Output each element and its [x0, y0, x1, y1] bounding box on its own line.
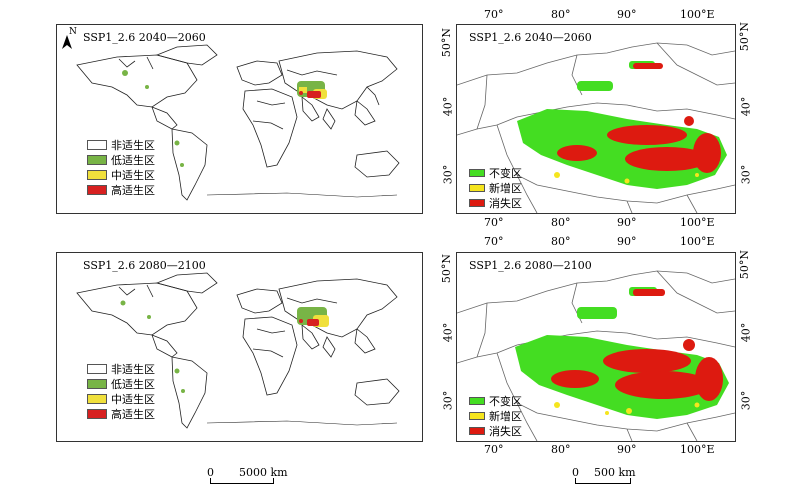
- lon-tick-bottom: 80°: [551, 216, 571, 229]
- region-map-panel-bottom: SSP1_2.6 2080—2100 不变区 新增区 消失区: [456, 252, 736, 442]
- world-map-title: SSP1_2.6 2040—2060: [83, 31, 206, 44]
- lon-tick-top: 90°: [617, 8, 637, 21]
- lat-tick-right: 30°: [739, 164, 753, 185]
- lat-tick-right: 40°: [739, 96, 753, 117]
- lon-tick-bottom: 70°: [484, 216, 504, 229]
- lon-tick-top: 80°: [551, 235, 571, 248]
- legend-item-low-suitable: 低适生区: [87, 376, 155, 391]
- region-map-svg: [457, 42, 735, 213]
- legend-item-high-suitable: 高适生区: [87, 406, 155, 421]
- world-legend: 非适生区 低适生区 中适生区 高适生区: [87, 361, 155, 421]
- lat-tick-right: 30°: [739, 390, 753, 411]
- scale-distance-label: 500 km: [594, 466, 636, 479]
- legend-item-unchanged: 不变区: [469, 165, 522, 180]
- region-scale-bar: 0 500 km: [570, 466, 650, 486]
- lon-tick-top: 100°E: [680, 8, 715, 21]
- lon-tick-bottom: 100°E: [680, 216, 715, 229]
- legend-item-lost: 消失区: [469, 423, 522, 438]
- lat-tick-left: 30°: [441, 390, 455, 411]
- world-scale-bar: 0 5000 km: [205, 466, 295, 486]
- region-legend: 不变区 新增区 消失区: [469, 393, 522, 438]
- lon-tick-top: 70°: [484, 235, 504, 248]
- lat-tick-left: 50°N: [440, 253, 454, 284]
- region-map-svg: [457, 270, 735, 441]
- world-map-panel-top: N SSP1_2.6 2040—2060 非适生区 低适生区 中适生区 高适生区: [56, 24, 423, 214]
- region-map-title: SSP1_2.6 2080—2100: [469, 259, 592, 272]
- lon-tick-top: 70°: [484, 8, 504, 21]
- lat-tick-left: 30°: [441, 164, 455, 185]
- lon-tick-bottom: 70°: [484, 443, 504, 456]
- lon-tick-bottom: 90°: [617, 216, 637, 229]
- legend-item-mid-suitable: 中适生区: [87, 167, 155, 182]
- region-legend: 不变区 新增区 消失区: [469, 165, 522, 210]
- north-arrow-icon: [62, 35, 72, 49]
- region-map-panel-top: SSP1_2.6 2040—2060 不变区 新增区 消失区: [456, 24, 736, 214]
- lat-tick-left: 40°: [441, 322, 455, 343]
- scale-zero-label: 0: [207, 466, 214, 479]
- legend-item-lost: 消失区: [469, 195, 522, 210]
- legend-item-high-suitable: 高适生区: [87, 182, 155, 197]
- lon-tick-top: 90°: [617, 235, 637, 248]
- legend-item-non-suitable: 非适生区: [87, 137, 155, 152]
- legend-item-low-suitable: 低适生区: [87, 152, 155, 167]
- legend-item-new: 新增区: [469, 180, 522, 195]
- scale-distance-label: 5000 km: [239, 466, 288, 479]
- world-map-svg: [76, 272, 400, 429]
- lat-tick-left: 50°N: [440, 27, 454, 58]
- world-legend: 非适生区 低适生区 中适生区 高适生区: [87, 137, 155, 197]
- legend-item-non-suitable: 非适生区: [87, 361, 155, 376]
- lat-tick-right: 50°N: [738, 21, 752, 52]
- region-map-title: SSP1_2.6 2040—2060: [469, 31, 592, 44]
- lon-tick-bottom: 100°E: [680, 443, 715, 456]
- world-map-svg: [76, 44, 400, 201]
- legend-item-new: 新增区: [469, 408, 522, 423]
- scale-zero-label: 0: [572, 466, 579, 479]
- north-label: N: [69, 27, 77, 37]
- world-map-title: SSP1_2.6 2080—2100: [83, 259, 206, 272]
- legend-item-mid-suitable: 中适生区: [87, 391, 155, 406]
- lat-tick-left: 40°: [441, 96, 455, 117]
- lat-tick-right: 40°: [739, 322, 753, 343]
- lon-tick-top: 80°: [551, 8, 571, 21]
- lon-tick-bottom: 80°: [551, 443, 571, 456]
- lat-tick-right: 50°N: [738, 249, 752, 280]
- lon-tick-bottom: 90°: [617, 443, 637, 456]
- world-map-panel-bottom: SSP1_2.6 2080—2100 非适生区 低适生区 中适生区 高适生区: [56, 252, 423, 442]
- legend-item-unchanged: 不变区: [469, 393, 522, 408]
- lon-tick-top: 100°E: [680, 235, 715, 248]
